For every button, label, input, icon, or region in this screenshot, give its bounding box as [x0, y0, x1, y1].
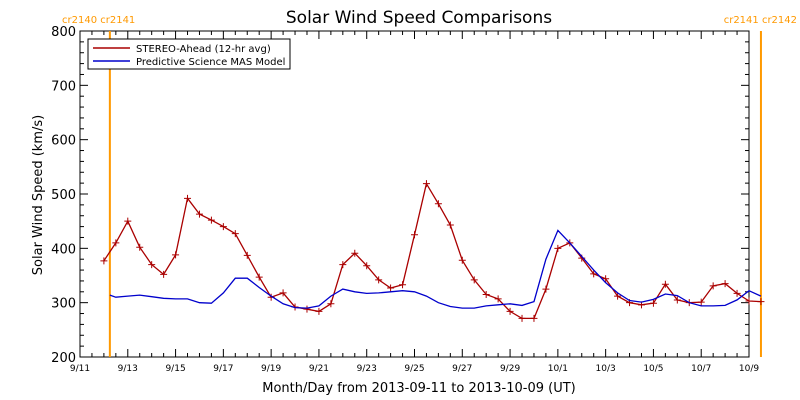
data-point: [554, 244, 562, 252]
data-point: [351, 249, 359, 257]
x-axis-label: Month/Day from 2013-09-11 to 2013-10-09 …: [262, 381, 575, 396]
y-tick-label: 600: [51, 134, 76, 149]
carrington-marker-label: cr2140 cr2141: [62, 15, 135, 26]
data-point: [709, 282, 717, 290]
data-point: [411, 231, 418, 239]
x-tick-label: 9/17: [213, 364, 233, 374]
y-axis-label: Solar Wind Speed (km/s): [31, 115, 46, 275]
data-point: [327, 300, 335, 308]
data-point: [160, 270, 168, 278]
data-point: [100, 257, 108, 265]
data-point: [399, 281, 407, 289]
data-point: [494, 295, 502, 303]
data-point: [757, 298, 765, 306]
legend-label: STEREO-Ahead (12-hr avg): [136, 44, 271, 55]
data-point: [482, 291, 490, 299]
data-point: [207, 216, 215, 224]
data-point: [243, 251, 251, 259]
data-point: [375, 276, 383, 284]
data-point: [697, 298, 705, 306]
x-tick-label: 9/19: [261, 364, 281, 374]
legend: STEREO-Ahead (12-hr avg) Predictive Scien…: [87, 38, 291, 70]
data-point: [339, 261, 347, 269]
x-tick-label: 9/21: [309, 364, 329, 374]
data-point: [219, 223, 227, 231]
data-point: [518, 314, 526, 322]
data-point: [458, 256, 466, 264]
data-point: [279, 289, 287, 297]
data-point: [649, 299, 657, 307]
y-tick-label: 700: [51, 79, 76, 94]
x-tick-label: 10/1: [548, 364, 568, 374]
data-point: [195, 210, 203, 218]
data-point: [602, 275, 610, 283]
x-tick-label: 9/15: [165, 364, 185, 374]
data-point: [506, 307, 514, 315]
data-point: [434, 200, 442, 208]
x-tick-label: 9/23: [357, 364, 377, 374]
x-tick-label: 10/5: [643, 364, 663, 374]
data-point: [721, 280, 729, 288]
y-tick-label: 800: [51, 25, 76, 40]
x-tick-label: 10/9: [739, 364, 759, 374]
data-point: [124, 217, 132, 225]
series-line: [103, 181, 761, 320]
data-point: [303, 305, 311, 313]
x-tick-label: 9/29: [500, 364, 520, 374]
data-point: [745, 297, 753, 305]
plot-frame: [79, 30, 750, 358]
x-tick-label: 10/7: [691, 364, 711, 374]
data-point: [387, 284, 395, 292]
y-tick-label: 500: [51, 188, 76, 203]
y-tick-label: 300: [51, 297, 76, 312]
series-line: [109, 229, 762, 309]
data-point: [148, 261, 156, 269]
data-point: [446, 221, 454, 229]
data-point: [231, 230, 239, 238]
x-tick-label: 10/3: [596, 364, 616, 374]
data-point: [112, 239, 120, 247]
data-point: [590, 270, 598, 278]
x-tick-label: 9/27: [452, 364, 472, 374]
data-point: [470, 276, 478, 284]
chart-title: Solar Wind Speed Comparisons: [286, 8, 552, 28]
data-point: [184, 194, 192, 202]
legend-box: [87, 38, 291, 70]
data-point: [315, 307, 323, 315]
data-point: [661, 280, 669, 288]
data-point: [530, 314, 538, 322]
x-tick-label: 9/13: [118, 364, 138, 374]
data-point: [172, 251, 180, 259]
y-tick-label: 200: [51, 351, 76, 366]
data-point: [614, 292, 622, 300]
plot-area: 200 300 400 500 600 700 800 9/11 9/13 9/15 9/17 9/1…: [51, 15, 797, 374]
x-tick-label: 9/25: [404, 364, 424, 374]
x-tick-label: 9/11: [70, 364, 90, 374]
data-point: [363, 262, 371, 270]
data-point: [673, 296, 681, 304]
carrington-marker-label: cr2141 cr2142: [724, 15, 797, 26]
data-point: [422, 180, 430, 188]
data-point: [136, 243, 144, 251]
data-point: [255, 273, 263, 281]
data-point: [542, 285, 550, 293]
data-point: [733, 289, 741, 297]
legend-label: Predictive Science MAS Model: [136, 57, 285, 68]
y-tick-label: 400: [51, 242, 76, 257]
